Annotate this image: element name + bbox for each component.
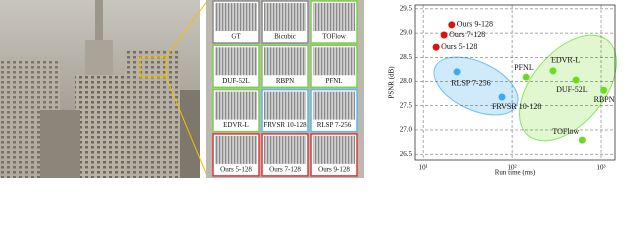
y-tick-label: 28.5 xyxy=(400,53,413,61)
point-label: RBPN xyxy=(594,95,615,104)
point-label: RLSP 7-256 xyxy=(451,79,491,88)
crop-label: Bicubic xyxy=(274,33,296,41)
crop-label: EDVR-L xyxy=(223,121,249,129)
crop-label: PFNL xyxy=(325,77,342,85)
y-tick-label: 27.0 xyxy=(400,126,413,134)
figure: GT Bicubic TOFlow DUF-52L RBPN PFNL EDVR-L FRVS… xyxy=(0,0,617,178)
point xyxy=(572,76,580,84)
x-axis-label: Run time (ms) xyxy=(495,169,536,177)
crop-image xyxy=(313,3,355,31)
point xyxy=(522,73,530,81)
crop-grid: GT Bicubic TOFlow DUF-52L RBPN PFNL EDVR-L FRVS… xyxy=(212,0,358,177)
crop-image xyxy=(264,3,306,31)
scatter-chart: 26.5 27.0 27.5 28.0 28.5 29.0 29.5 10¹ 10² 10³ Run… xyxy=(388,4,616,177)
crop-label: DUF-52L xyxy=(222,77,250,85)
crop-label: GT xyxy=(231,33,241,41)
crop-image xyxy=(215,135,257,164)
city-photo xyxy=(0,0,209,178)
point xyxy=(440,31,448,39)
point xyxy=(578,136,586,144)
point xyxy=(498,93,506,101)
plot-frame xyxy=(414,4,616,161)
crop-image xyxy=(264,47,306,76)
crop-label: FRVSR 10-128 xyxy=(263,121,307,129)
x-tick-label: 10² xyxy=(508,164,517,172)
crop-label: RLSP 7-256 xyxy=(317,121,352,129)
point xyxy=(448,21,456,29)
y-tick-label: 28.0 xyxy=(400,77,413,85)
y-tick-label: 26.5 xyxy=(400,150,413,158)
crop-image xyxy=(313,47,355,76)
crop-image xyxy=(264,135,306,164)
crop-image xyxy=(264,91,306,120)
y-tick-label: 29.0 xyxy=(400,29,413,37)
point-label: Ours 9-128 xyxy=(457,20,493,29)
y-tick-label: 29.5 xyxy=(400,4,413,12)
crop-image xyxy=(313,91,355,120)
point xyxy=(453,68,461,76)
crop-label: Ours 5-128 xyxy=(220,166,252,174)
crop-image xyxy=(215,91,257,120)
point xyxy=(432,43,440,51)
x-tick-label: 10¹ xyxy=(419,164,428,172)
point-label: FRVSR 10-128 xyxy=(492,102,541,111)
point xyxy=(600,86,608,94)
crop-image xyxy=(215,3,257,31)
crop-label: Ours 9-128 xyxy=(318,166,350,174)
point-label: Ours 7-128 xyxy=(449,30,485,39)
point-label: TOFlow xyxy=(552,127,579,136)
point-label: Ours 5-128 xyxy=(441,42,477,51)
point-label: DUF-52L xyxy=(556,85,588,94)
y-tick-label: 27.5 xyxy=(400,101,413,109)
y-axis-label: PSNR (dB) xyxy=(388,66,396,99)
point-label: PFNL xyxy=(514,63,534,72)
crop-image xyxy=(313,135,355,164)
crop-label: RBPN xyxy=(276,77,294,85)
crop-image xyxy=(215,47,257,76)
x-tick-label: 10³ xyxy=(596,164,605,172)
crop-label: Ours 7-128 xyxy=(269,166,301,174)
crop-label: TOFlow xyxy=(322,33,347,41)
point-label: EDVR-L xyxy=(551,56,580,65)
point xyxy=(549,67,557,75)
